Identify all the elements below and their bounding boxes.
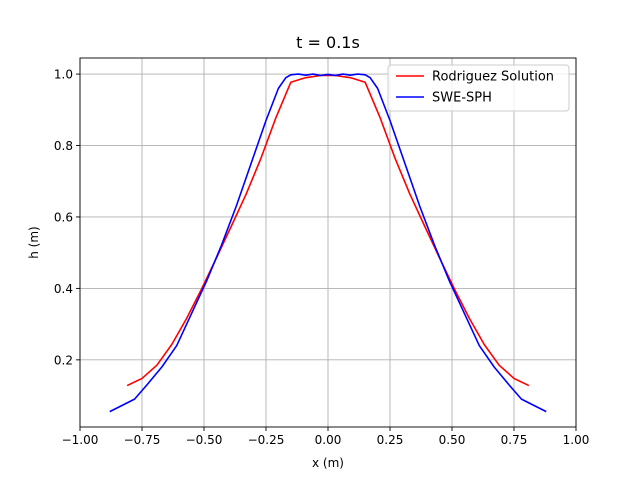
series-group — [109, 73, 547, 413]
x-tick-label: −0.75 — [124, 433, 161, 447]
x-tick-label: 0.00 — [315, 433, 342, 447]
series-line-rodriguez-solution — [126, 74, 530, 387]
x-tick-label: 0.75 — [501, 433, 528, 447]
chart-title: t = 0.1s — [296, 33, 360, 52]
legend-label-swe-sph: SWE-SPH — [432, 91, 492, 106]
y-axis-label: h (m) — [27, 226, 41, 258]
x-axis-label: x (m) — [312, 456, 344, 470]
x-tick-label: −1.00 — [62, 433, 99, 447]
y-tick-label: 1.0 — [54, 68, 73, 82]
series-line-swe-sph — [109, 73, 547, 413]
y-tick-label: 0.4 — [54, 282, 73, 296]
legend-label-rodriguez: Rodriguez Solution — [432, 70, 554, 85]
y-tick-label: 0.2 — [54, 353, 73, 367]
x-tick-label: 1.00 — [563, 433, 590, 447]
legend-box — [387, 64, 570, 112]
y-tick-label: 0.8 — [54, 139, 73, 153]
y-tick-label: 0.6 — [54, 210, 73, 224]
x-tick-label: −0.25 — [248, 433, 285, 447]
x-tick-label: 0.50 — [439, 433, 466, 447]
legend: Rodriguez Solution SWE-SPH — [387, 64, 570, 112]
x-tick-label: 0.25 — [377, 433, 404, 447]
ticks: −1.00 −0.75 −0.50 −0.25 0.00 0.25 0.50 0.75 1.00… — [54, 68, 589, 447]
x-tick-label: −0.50 — [186, 433, 223, 447]
